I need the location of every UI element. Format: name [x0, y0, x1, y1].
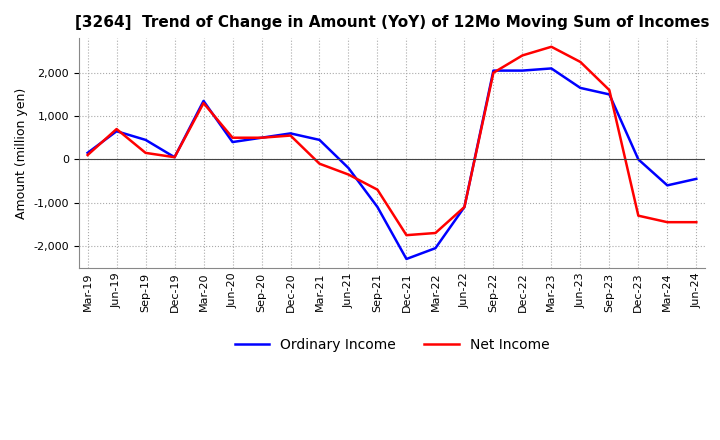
Y-axis label: Amount (million yen): Amount (million yen)	[15, 87, 28, 219]
Net Income	[431, 231, 440, 236]
Net Income	[228, 135, 237, 140]
Ordinary Income	[518, 68, 527, 73]
Net Income	[286, 133, 294, 138]
Net Income	[257, 135, 266, 140]
Ordinary Income	[547, 66, 556, 71]
Ordinary Income	[402, 257, 411, 262]
Ordinary Income	[315, 137, 324, 143]
Net Income	[663, 220, 672, 225]
Title: [3264]  Trend of Change in Amount (YoY) of 12Mo Moving Sum of Incomes: [3264] Trend of Change in Amount (YoY) o…	[75, 15, 709, 30]
Ordinary Income	[431, 246, 440, 251]
Ordinary Income	[228, 139, 237, 145]
Net Income	[547, 44, 556, 49]
Ordinary Income	[663, 183, 672, 188]
Net Income	[199, 100, 208, 106]
Ordinary Income	[605, 92, 613, 97]
Ordinary Income	[460, 204, 469, 209]
Ordinary Income	[141, 137, 150, 143]
Net Income	[576, 59, 585, 65]
Net Income	[170, 154, 179, 160]
Net Income	[489, 70, 498, 75]
Ordinary Income	[112, 128, 121, 134]
Net Income	[402, 232, 411, 238]
Net Income	[634, 213, 643, 218]
Ordinary Income	[692, 176, 701, 182]
Net Income	[141, 150, 150, 155]
Ordinary Income	[634, 157, 643, 162]
Net Income	[518, 53, 527, 58]
Net Income	[344, 172, 353, 177]
Ordinary Income	[170, 154, 179, 160]
Ordinary Income	[286, 131, 294, 136]
Net Income	[460, 204, 469, 209]
Ordinary Income	[373, 204, 382, 209]
Ordinary Income	[489, 68, 498, 73]
Net Income	[84, 152, 92, 158]
Ordinary Income	[84, 150, 92, 155]
Net Income	[112, 126, 121, 132]
Ordinary Income	[199, 98, 208, 103]
Net Income	[605, 88, 613, 93]
Net Income	[692, 220, 701, 225]
Ordinary Income	[257, 135, 266, 140]
Net Income	[315, 161, 324, 166]
Line: Ordinary Income: Ordinary Income	[88, 69, 696, 259]
Line: Net Income: Net Income	[88, 47, 696, 235]
Ordinary Income	[344, 165, 353, 171]
Ordinary Income	[576, 85, 585, 91]
Legend: Ordinary Income, Net Income: Ordinary Income, Net Income	[229, 332, 555, 357]
Net Income	[373, 187, 382, 192]
